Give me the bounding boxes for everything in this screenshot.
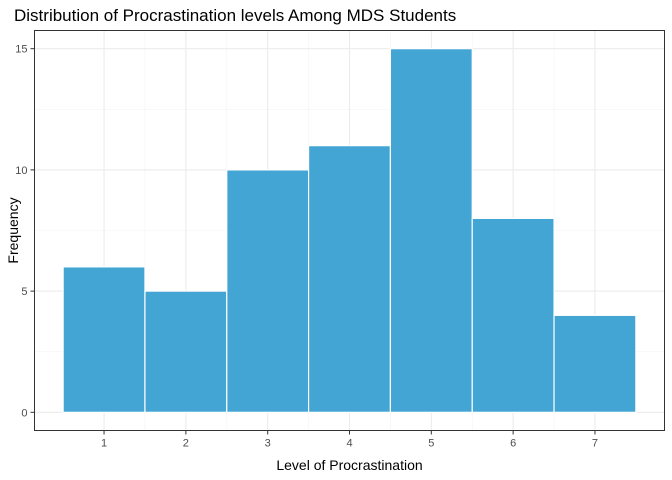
x-tick-label: 4 bbox=[346, 438, 352, 450]
bar-level-3 bbox=[226, 169, 310, 413]
bar-level-1 bbox=[62, 266, 146, 413]
x-tick-label: 6 bbox=[510, 438, 516, 450]
y-tick-label: 10 bbox=[15, 165, 27, 177]
bar-level-6 bbox=[471, 217, 555, 413]
x-axis-title: Level of Procrastination bbox=[276, 457, 422, 473]
bar-level-7 bbox=[553, 314, 637, 413]
x-axis: 1 2 3 4 5 6 7 bbox=[101, 430, 598, 450]
x-tick-label: 7 bbox=[592, 438, 598, 450]
bar-level-4 bbox=[307, 145, 392, 413]
y-axis-title: Frequency bbox=[5, 197, 21, 263]
y-axis: 0 5 10 15 bbox=[15, 44, 35, 419]
x-tick-label: 5 bbox=[428, 438, 434, 450]
chart-title: Distribution of Procrastination levels A… bbox=[14, 6, 456, 25]
y-tick-label: 5 bbox=[21, 286, 27, 298]
bars bbox=[62, 48, 637, 413]
bar-level-2 bbox=[144, 290, 228, 413]
y-tick-label: 15 bbox=[15, 44, 27, 56]
x-tick-label: 1 bbox=[101, 438, 107, 450]
bar-level-5 bbox=[389, 48, 473, 413]
x-tick-label: 2 bbox=[183, 438, 189, 450]
x-tick-label: 3 bbox=[265, 438, 271, 450]
plot-panel bbox=[34, 30, 665, 431]
y-tick-label: 0 bbox=[21, 407, 27, 419]
